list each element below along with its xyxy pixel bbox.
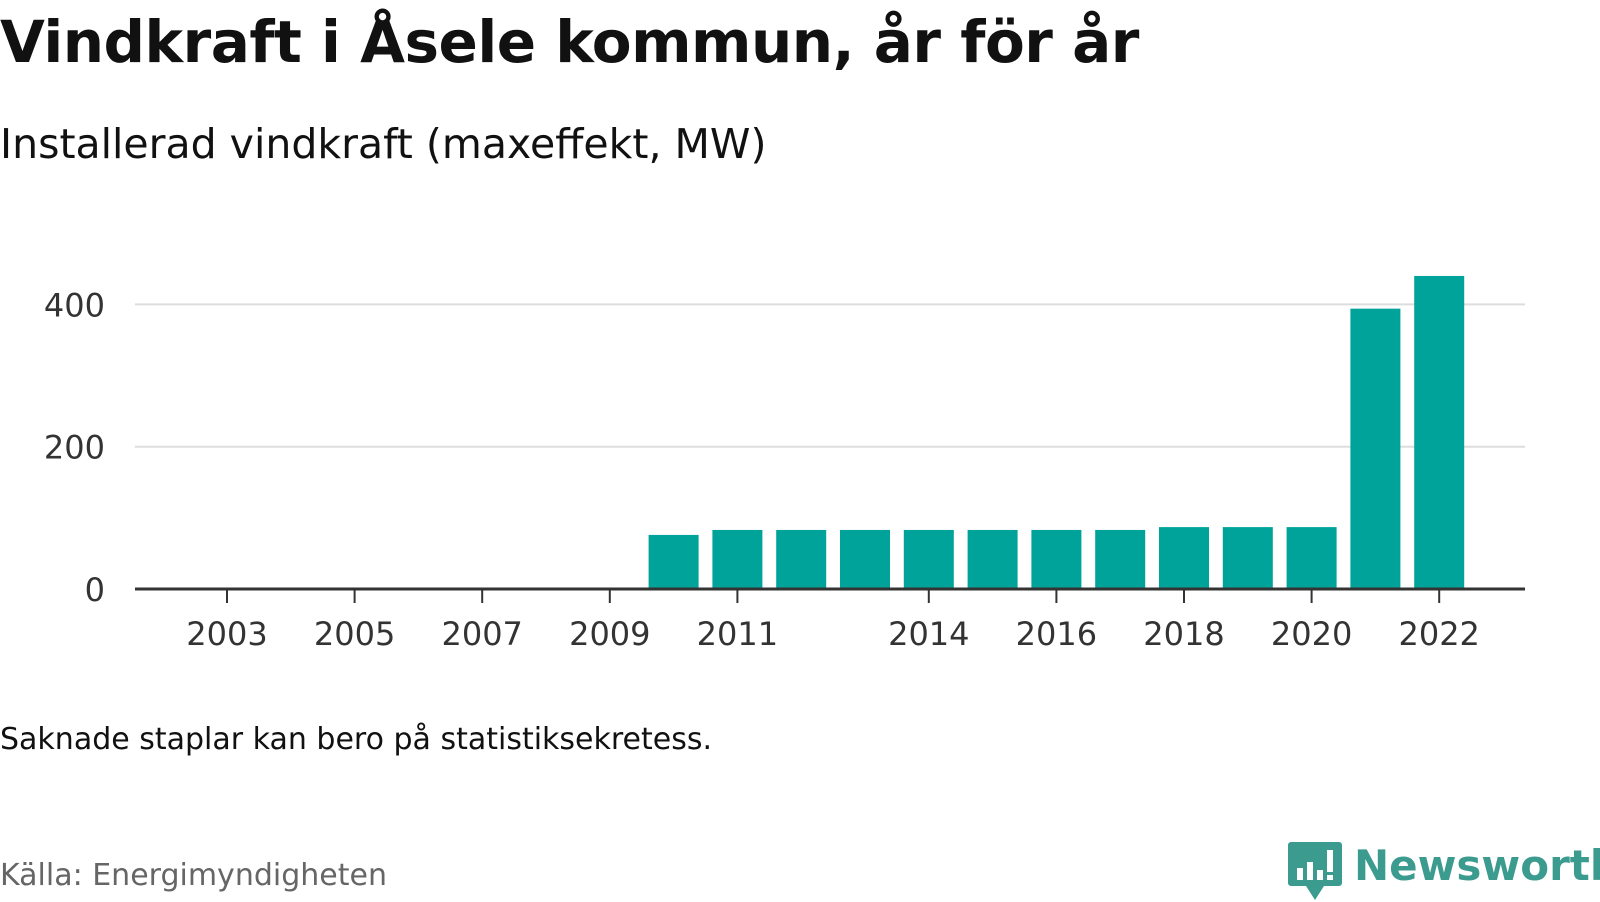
bar-2010	[648, 534, 699, 589]
brand-name: Newsworthy	[1354, 841, 1600, 890]
bar-2011	[712, 529, 763, 589]
bar-2015	[967, 529, 1018, 589]
bar-2018	[1159, 527, 1209, 589]
bar-2019	[1222, 527, 1273, 589]
bar-2022	[1414, 275, 1465, 589]
x-tick-label-2014: 2014	[888, 615, 969, 653]
x-tick-label-2009: 2009	[569, 615, 650, 653]
x-tick-label-2020: 2020	[1271, 615, 1352, 653]
x-tick-label-2022: 2022	[1398, 615, 1479, 653]
x-tick-label-2005: 2005	[314, 615, 395, 653]
chart-title: Vindkraft i Åsele kommun, år för år	[0, 8, 1139, 76]
x-tick-label-2018: 2018	[1143, 615, 1224, 653]
chart-subtitle: Installerad vindkraft (maxeffekt, MW)	[0, 120, 767, 168]
x-tick-labels: 2003 2005 2007 2009 2011 2014 2016 2018 2020 2022	[186, 615, 1480, 653]
gridlines	[135, 303, 1525, 448]
x-axis	[135, 587, 1525, 603]
x-tick-label-2011: 2011	[697, 615, 778, 653]
bars	[648, 275, 1465, 589]
newsworthy-logo-icon	[1288, 842, 1342, 900]
brand-logo[interactable]: Newsworthy	[1288, 841, 1600, 902]
y-tick-label-400: 400	[44, 286, 105, 324]
footnote: Saknade staplar kan bero på statistiksek…	[0, 722, 713, 757]
bar-2020	[1286, 527, 1337, 589]
bar-2021	[1350, 308, 1401, 589]
bar-2014	[903, 529, 954, 589]
bar-2012	[776, 529, 827, 589]
source-credit: Källa: Energimyndigheten	[0, 858, 387, 893]
x-tick-label-2016: 2016	[1016, 615, 1097, 653]
bar-chart: 0 200 400 2003 2005 2007 2009 2011 2014 2016 2018…	[44, 275, 1525, 653]
bar-2017	[1095, 529, 1146, 589]
x-tick-label-2003: 2003	[186, 615, 267, 653]
y-tick-labels: 0 200 400	[44, 286, 105, 609]
x-tick-label-2007: 2007	[441, 615, 522, 653]
y-tick-label-0: 0	[85, 571, 105, 609]
bar-2013	[840, 529, 890, 589]
y-tick-label-200: 200	[44, 429, 105, 467]
bar-2016	[1031, 529, 1082, 589]
